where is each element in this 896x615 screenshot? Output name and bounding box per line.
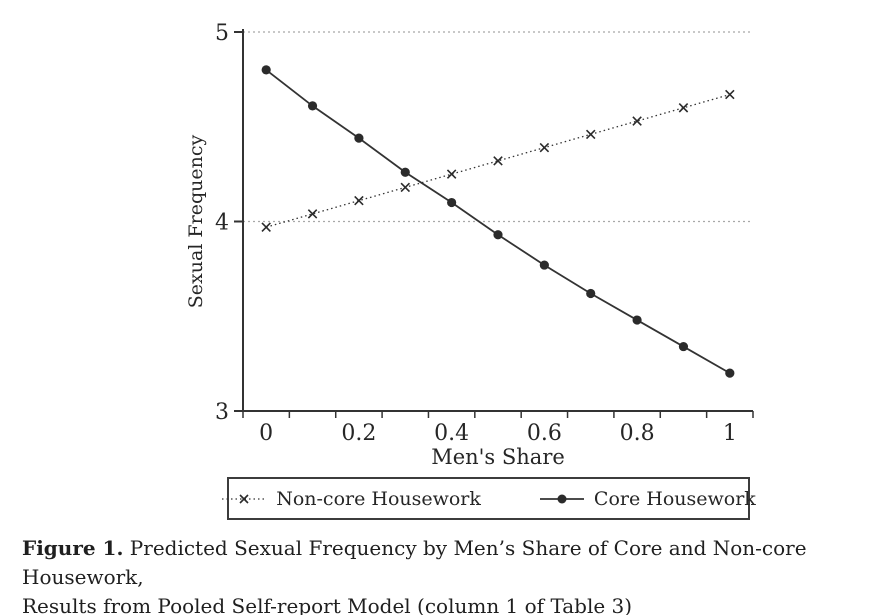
axes [242,29,753,412]
series-core-housework [261,65,735,378]
series-non-core-housework [261,89,735,232]
svg-text:0.8: 0.8 [620,421,655,446]
svg-text:0.4: 0.4 [434,421,469,446]
figure-caption-label: Figure 1. [22,536,124,560]
legend-label-noncore-housework: Non-core Housework [276,487,481,510]
core-solid-dot-line-icon [539,494,584,503]
noncore-dotted-x-line-icon [222,493,267,504]
svg-text:1: 1 [723,421,737,446]
x-axis-title: Men's Share [431,445,565,469]
svg-text:0.6: 0.6 [527,421,562,446]
legend-item-core-housework: Core Housework [539,488,756,510]
figure-caption: Figure 1. Predicted Sexual Frequency by … [22,534,882,615]
y-axis-title: Sexual Frequency [185,135,207,309]
x-axis-ticks: 0 0.2 0.4 0.6 0.8 1 [242,411,754,446]
legend-item-noncore-housework: Non-core Housework [221,488,481,510]
svg-text:0.2: 0.2 [341,421,376,446]
svg-text:4: 4 [215,211,229,236]
legend-label-core-housework: Core Housework [593,487,756,510]
svg-text:5: 5 [215,21,229,46]
svg-text:3: 3 [215,400,229,425]
sexual-frequency-line-chart: 3 4 5 0 0.2 0.4 0.6 0.8 1 Men's Share Sexual Frequ… [185,21,754,469]
figure-caption-line2: Results from Pooled Self-report Model (c… [22,594,633,615]
chart-legend: Non-core Housework Core Housework [222,477,756,520]
y-axis-ticks: 3 4 5 [215,21,243,425]
figure-caption-line1: Predicted Sexual Frequency by Men’s Shar… [22,536,807,589]
gridlines [243,31,753,223]
svg-text:0: 0 [259,421,273,446]
